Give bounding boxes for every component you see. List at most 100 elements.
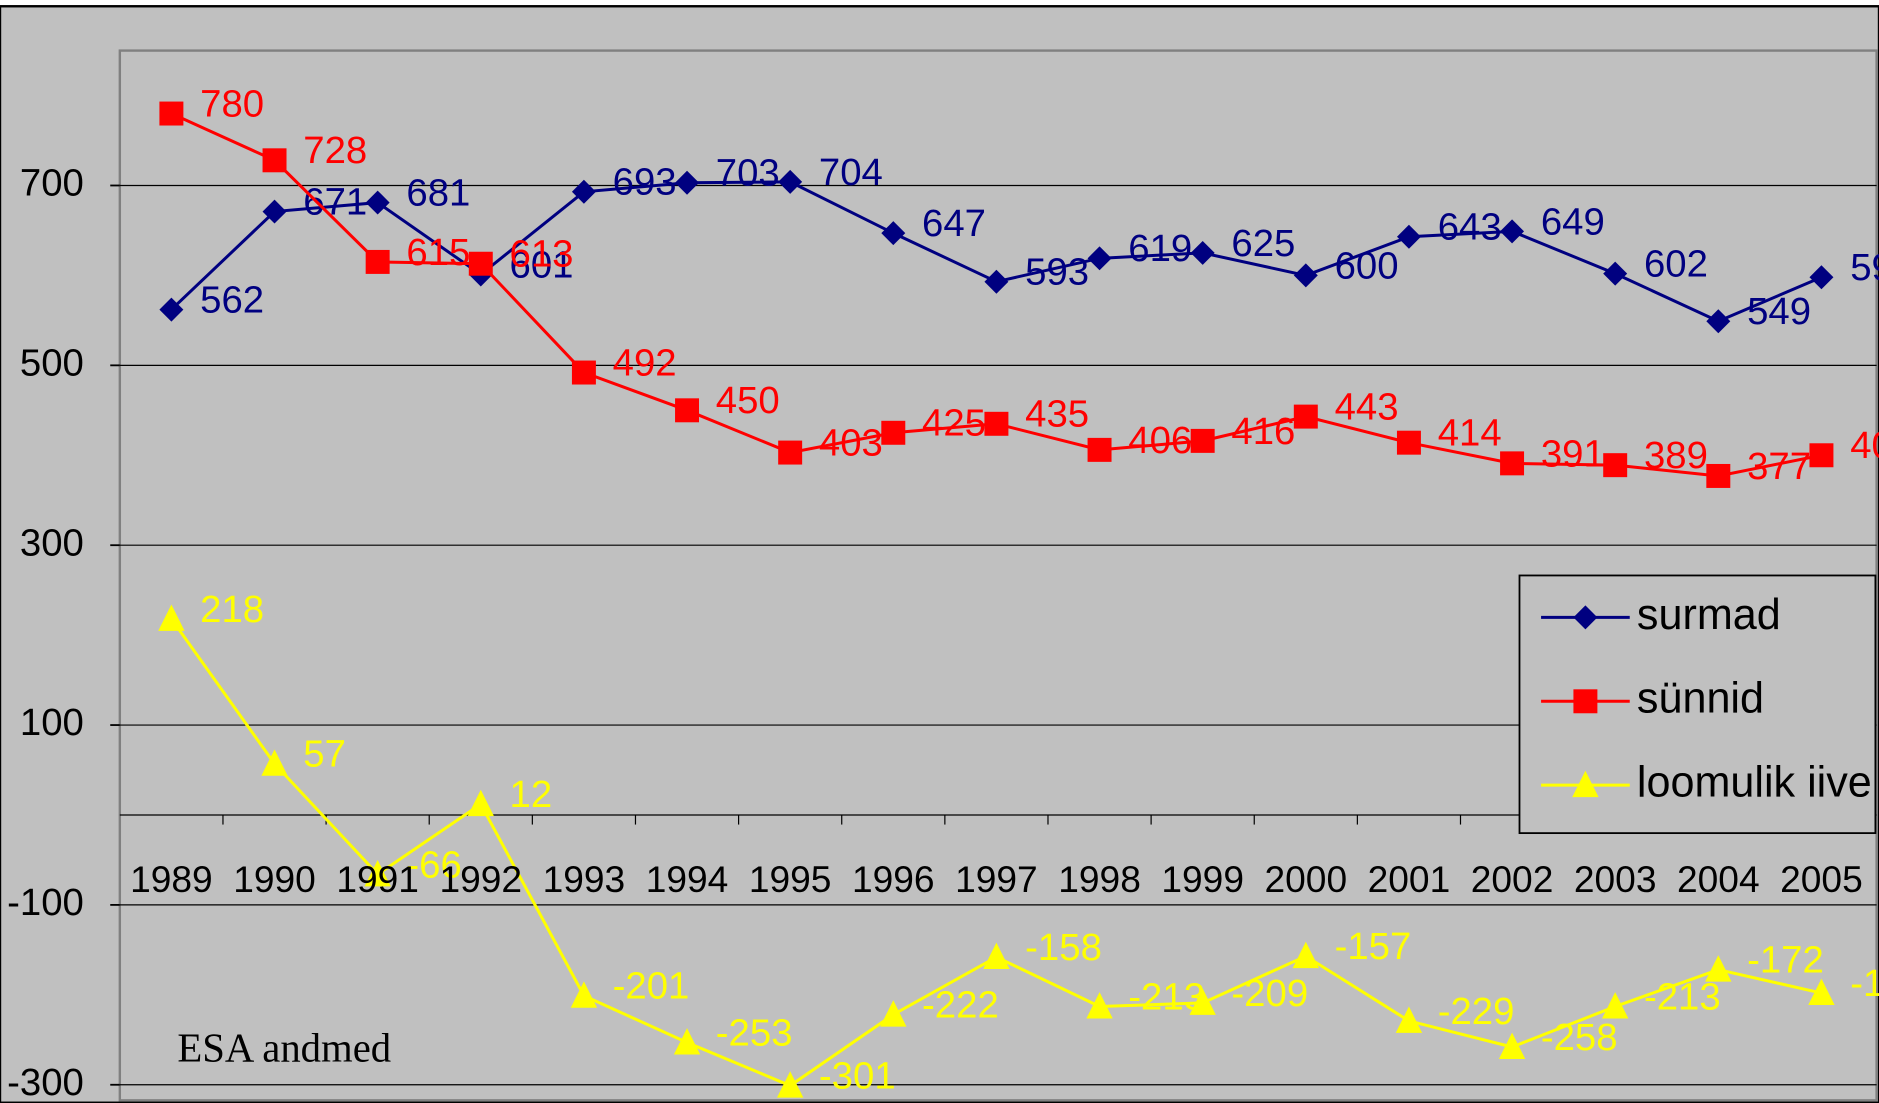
data-point (881, 221, 906, 246)
data-point (1500, 451, 1525, 476)
legend-label: loomulik iive (1637, 759, 1872, 807)
data-point (365, 249, 390, 274)
data-label: 57 (303, 733, 346, 776)
data-point (571, 360, 596, 385)
x-tick-label: 1995 (749, 858, 832, 900)
data-label: 615 (406, 231, 470, 274)
data-point (364, 859, 391, 887)
data-label: 693 (613, 161, 677, 204)
data-point (776, 1071, 804, 1098)
data-label: -201 (613, 965, 690, 1008)
data-point (880, 1000, 907, 1027)
x-tick-label: 1990 (233, 858, 316, 900)
data-label: -172 (1747, 939, 1824, 982)
data-label: -258 (1541, 1016, 1618, 1059)
data-label: 619 (1128, 227, 1192, 270)
x-tick-label: 1994 (646, 858, 729, 900)
data-label: -253 (716, 1011, 793, 1054)
data-label: -229 (1438, 990, 1515, 1033)
x-tick-label: 2004 (1677, 858, 1760, 900)
x-tick-label: 1999 (1161, 858, 1244, 900)
data-label: 649 (1541, 200, 1605, 243)
x-tick-label: 2003 (1574, 858, 1657, 900)
data-label: 780 (200, 82, 264, 125)
data-point (1396, 430, 1421, 455)
data-point (159, 101, 184, 126)
data-point (1087, 437, 1112, 462)
data-label: 450 (716, 379, 780, 422)
data-point (1189, 988, 1216, 1015)
y-tick-label: 700 (20, 162, 84, 205)
data-label: 377 (1747, 445, 1811, 488)
data-label: 549 (1747, 290, 1811, 333)
data-point (1706, 463, 1731, 488)
data-point (1396, 224, 1421, 249)
y-tick-label: -300 (7, 1061, 84, 1103)
data-label: -198 (1850, 962, 1879, 1005)
x-tick-label: 1993 (543, 858, 626, 900)
data-label: 600 (1335, 244, 1399, 287)
data-point (365, 190, 390, 215)
data-label: 728 (303, 129, 367, 172)
data-label: -158 (1025, 926, 1102, 969)
x-tick-label: 1989 (130, 858, 213, 900)
y-tick-label: -100 (7, 881, 84, 924)
data-point (1498, 1032, 1526, 1059)
x-tick-label: 2005 (1780, 858, 1863, 900)
x-tick-label: 1991 (336, 858, 419, 900)
data-label: 391 (1541, 432, 1605, 475)
data-label: 400 (1850, 424, 1879, 467)
data-point (1808, 978, 1835, 1006)
data-label: 218 (200, 588, 264, 631)
data-point (1603, 453, 1628, 478)
data-label: 435 (1025, 393, 1089, 436)
data-point (1395, 1006, 1423, 1033)
data-label: 625 (1231, 222, 1295, 265)
data-point (1500, 219, 1525, 244)
data-label: -213 (1644, 975, 1721, 1018)
data-label: -222 (922, 984, 999, 1027)
data-label: 643 (1438, 206, 1502, 249)
y-tick-label: 100 (20, 701, 84, 744)
data-label: 593 (1025, 251, 1089, 294)
data-label: 602 (1644, 243, 1708, 286)
data-label: 492 (613, 341, 677, 384)
y-tick-label: 500 (20, 341, 84, 384)
data-point (1602, 992, 1629, 1019)
data-label: 601 (510, 243, 574, 286)
data-point (467, 789, 494, 817)
x-tick-label: 2002 (1471, 858, 1554, 900)
data-point (881, 420, 906, 445)
data-point (570, 981, 598, 1008)
data-label: 562 (200, 279, 264, 322)
data-label: 671 (303, 180, 367, 223)
data-point (778, 169, 803, 194)
legend-label: surmad (1637, 591, 1781, 639)
x-tick-label: 1997 (955, 858, 1038, 900)
x-tick-label: 1996 (852, 858, 935, 900)
data-label: 703 (716, 152, 780, 195)
data-point (1190, 428, 1215, 453)
data-point (673, 1028, 701, 1055)
x-tick-label: 1992 (439, 858, 522, 900)
data-label: -157 (1335, 925, 1412, 968)
data-point (1293, 404, 1318, 429)
data-point (675, 170, 700, 195)
data-point (261, 749, 288, 776)
data-label: 416 (1231, 410, 1295, 453)
chart-background (0, 5, 1879, 1103)
legend-marker (1573, 605, 1598, 630)
data-label: 403 (819, 422, 883, 465)
data-point (1809, 443, 1834, 468)
data-point (1086, 992, 1113, 1019)
data-label: -66 (406, 843, 461, 886)
data-point (1706, 309, 1731, 334)
data-label: 647 (922, 202, 986, 245)
data-point (983, 942, 1010, 970)
data-label: 389 (1644, 434, 1708, 477)
plot-area (118, 49, 1878, 1102)
data-point (158, 604, 185, 631)
data-label: -301 (819, 1055, 896, 1098)
y-tick-label: 300 (20, 521, 84, 564)
